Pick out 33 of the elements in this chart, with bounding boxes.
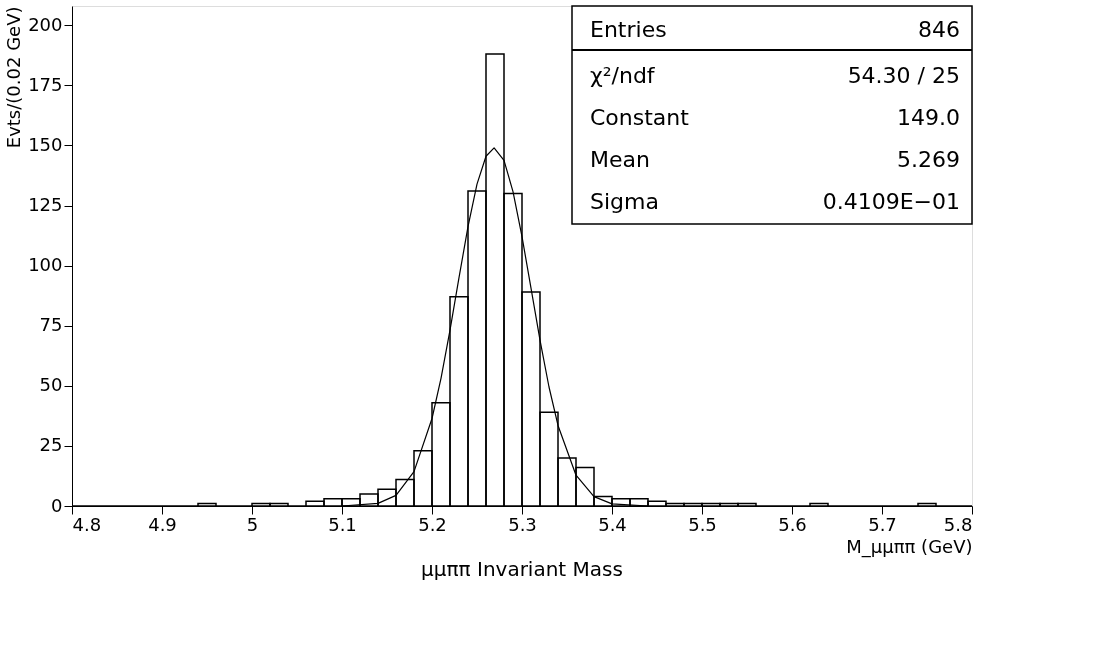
annotation: Constant bbox=[590, 105, 690, 130]
y-tick-label: 100 bbox=[28, 254, 63, 276]
x-tick-label: 5.4 bbox=[598, 513, 627, 535]
y-tick-label: 125 bbox=[28, 194, 63, 216]
x-tick-label: 5.2 bbox=[418, 513, 447, 535]
annotation: χ²/ndf bbox=[590, 63, 656, 88]
x-tick-label: 5.3 bbox=[508, 513, 537, 535]
annotation: 846 bbox=[918, 17, 960, 42]
x-axis-title: M_μμππ (GeV) bbox=[846, 535, 973, 558]
annotation: Mean bbox=[590, 147, 650, 172]
text: μμππ Invariant Mass bbox=[421, 557, 623, 581]
x-tick-label: 4.9 bbox=[148, 513, 177, 535]
x-tick-label: 5.8 bbox=[943, 513, 973, 535]
x-tick-label: 5.6 bbox=[778, 513, 807, 535]
annotation: 5.269 bbox=[897, 147, 960, 172]
annotation: 0.4109E−01 bbox=[822, 189, 960, 214]
annotation: 149.0 bbox=[897, 105, 960, 130]
annotation: 54.30 / 25 bbox=[847, 63, 960, 88]
y-tick-label: 75 bbox=[39, 314, 63, 336]
y-tick-label: 150 bbox=[28, 133, 63, 155]
x-tick-label: 5.7 bbox=[868, 513, 897, 535]
y-tick-label: 200 bbox=[28, 13, 63, 35]
y-tick-label: 175 bbox=[28, 73, 63, 95]
x-tick-label: 5.1 bbox=[328, 513, 357, 535]
y-axis-title: Evts/(0.02 GeV) bbox=[3, 6, 25, 149]
x-tick-label: 5 bbox=[246, 513, 259, 535]
annotation: Entries bbox=[590, 17, 667, 42]
x-tick-label: 5.5 bbox=[688, 513, 717, 535]
annotation: Sigma bbox=[590, 189, 659, 214]
y-tick-label: 25 bbox=[39, 434, 63, 456]
y-tick-label: 0 bbox=[51, 494, 63, 516]
y-tick-label: 50 bbox=[39, 374, 63, 396]
x-tick-label: 4.8 bbox=[72, 513, 102, 535]
